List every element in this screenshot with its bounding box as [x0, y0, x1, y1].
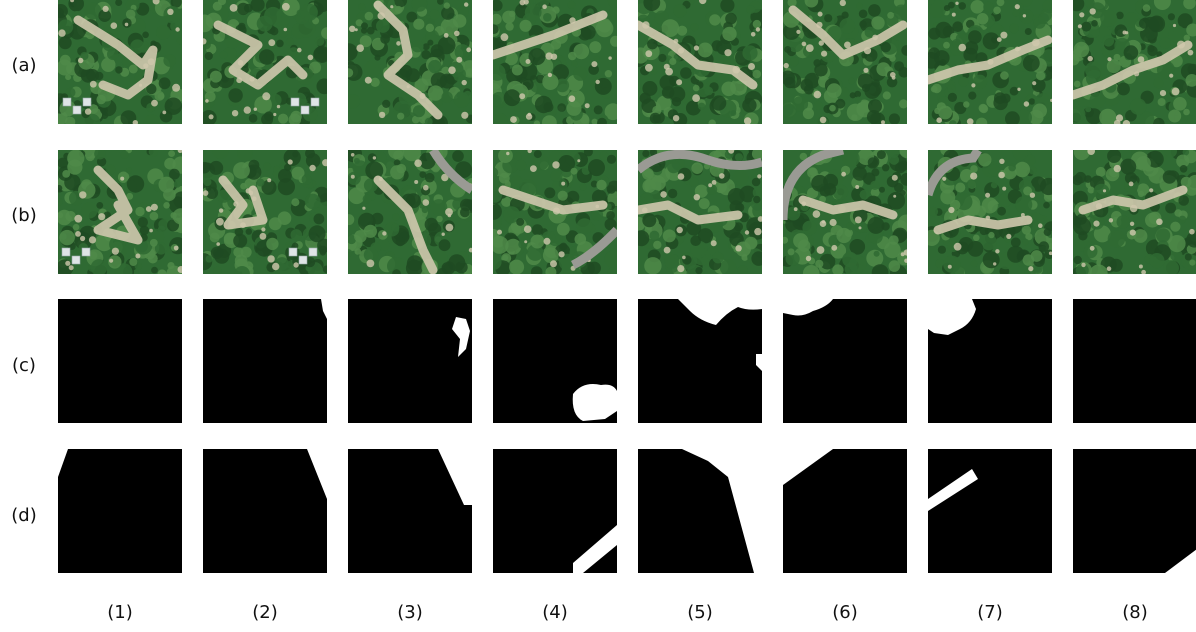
column-label-5: (5)	[687, 602, 713, 623]
mask-image-c-3	[348, 299, 472, 423]
aerial-image-b-4	[493, 150, 617, 274]
mask-image-c-2	[203, 299, 327, 423]
aerial-image-b-6	[783, 150, 907, 274]
row-label-d: (d)	[11, 505, 37, 526]
column-label-7: (7)	[977, 602, 1003, 623]
mask-image-d-2	[203, 449, 327, 573]
mask-image-d-1	[58, 449, 182, 573]
mask-image-d-3	[348, 449, 472, 573]
mask-image-c-1	[58, 299, 182, 423]
column-label-2: (2)	[252, 602, 278, 623]
row-label-c: (c)	[12, 355, 36, 376]
mask-image-d-5	[638, 449, 762, 573]
column-label-8: (8)	[1122, 602, 1148, 623]
mask-image-c-7	[928, 299, 1052, 423]
mask-image-d-6	[783, 449, 907, 573]
aerial-image-a-3	[348, 0, 472, 124]
aerial-image-b-1	[58, 150, 182, 274]
mask-image-d-8	[1073, 449, 1196, 573]
column-label-4: (4)	[542, 602, 568, 623]
aerial-image-a-8	[1073, 0, 1196, 124]
mask-image-d-4	[493, 449, 617, 573]
column-label-6: (6)	[832, 602, 858, 623]
column-label-3: (3)	[397, 602, 423, 623]
mask-image-c-4	[493, 299, 617, 423]
aerial-image-a-1	[58, 0, 182, 124]
aerial-image-b-8	[1073, 150, 1196, 274]
mask-image-c-6	[783, 299, 907, 423]
aerial-image-a-6	[783, 0, 907, 124]
aerial-image-b-5	[638, 150, 762, 274]
aerial-image-a-7	[928, 0, 1052, 124]
mask-image-d-7	[928, 449, 1052, 573]
aerial-image-b-3	[348, 150, 472, 274]
aerial-image-a-5	[638, 0, 762, 124]
aerial-image-a-2	[203, 0, 327, 124]
column-label-1: (1)	[107, 602, 133, 623]
aerial-image-b-7	[928, 150, 1052, 274]
mask-image-c-8	[1073, 299, 1196, 423]
row-label-a: (a)	[11, 55, 37, 76]
mask-image-c-5	[638, 299, 762, 423]
aerial-image-a-4	[493, 0, 617, 124]
row-label-b: (b)	[11, 205, 37, 226]
aerial-image-b-2	[203, 150, 327, 274]
